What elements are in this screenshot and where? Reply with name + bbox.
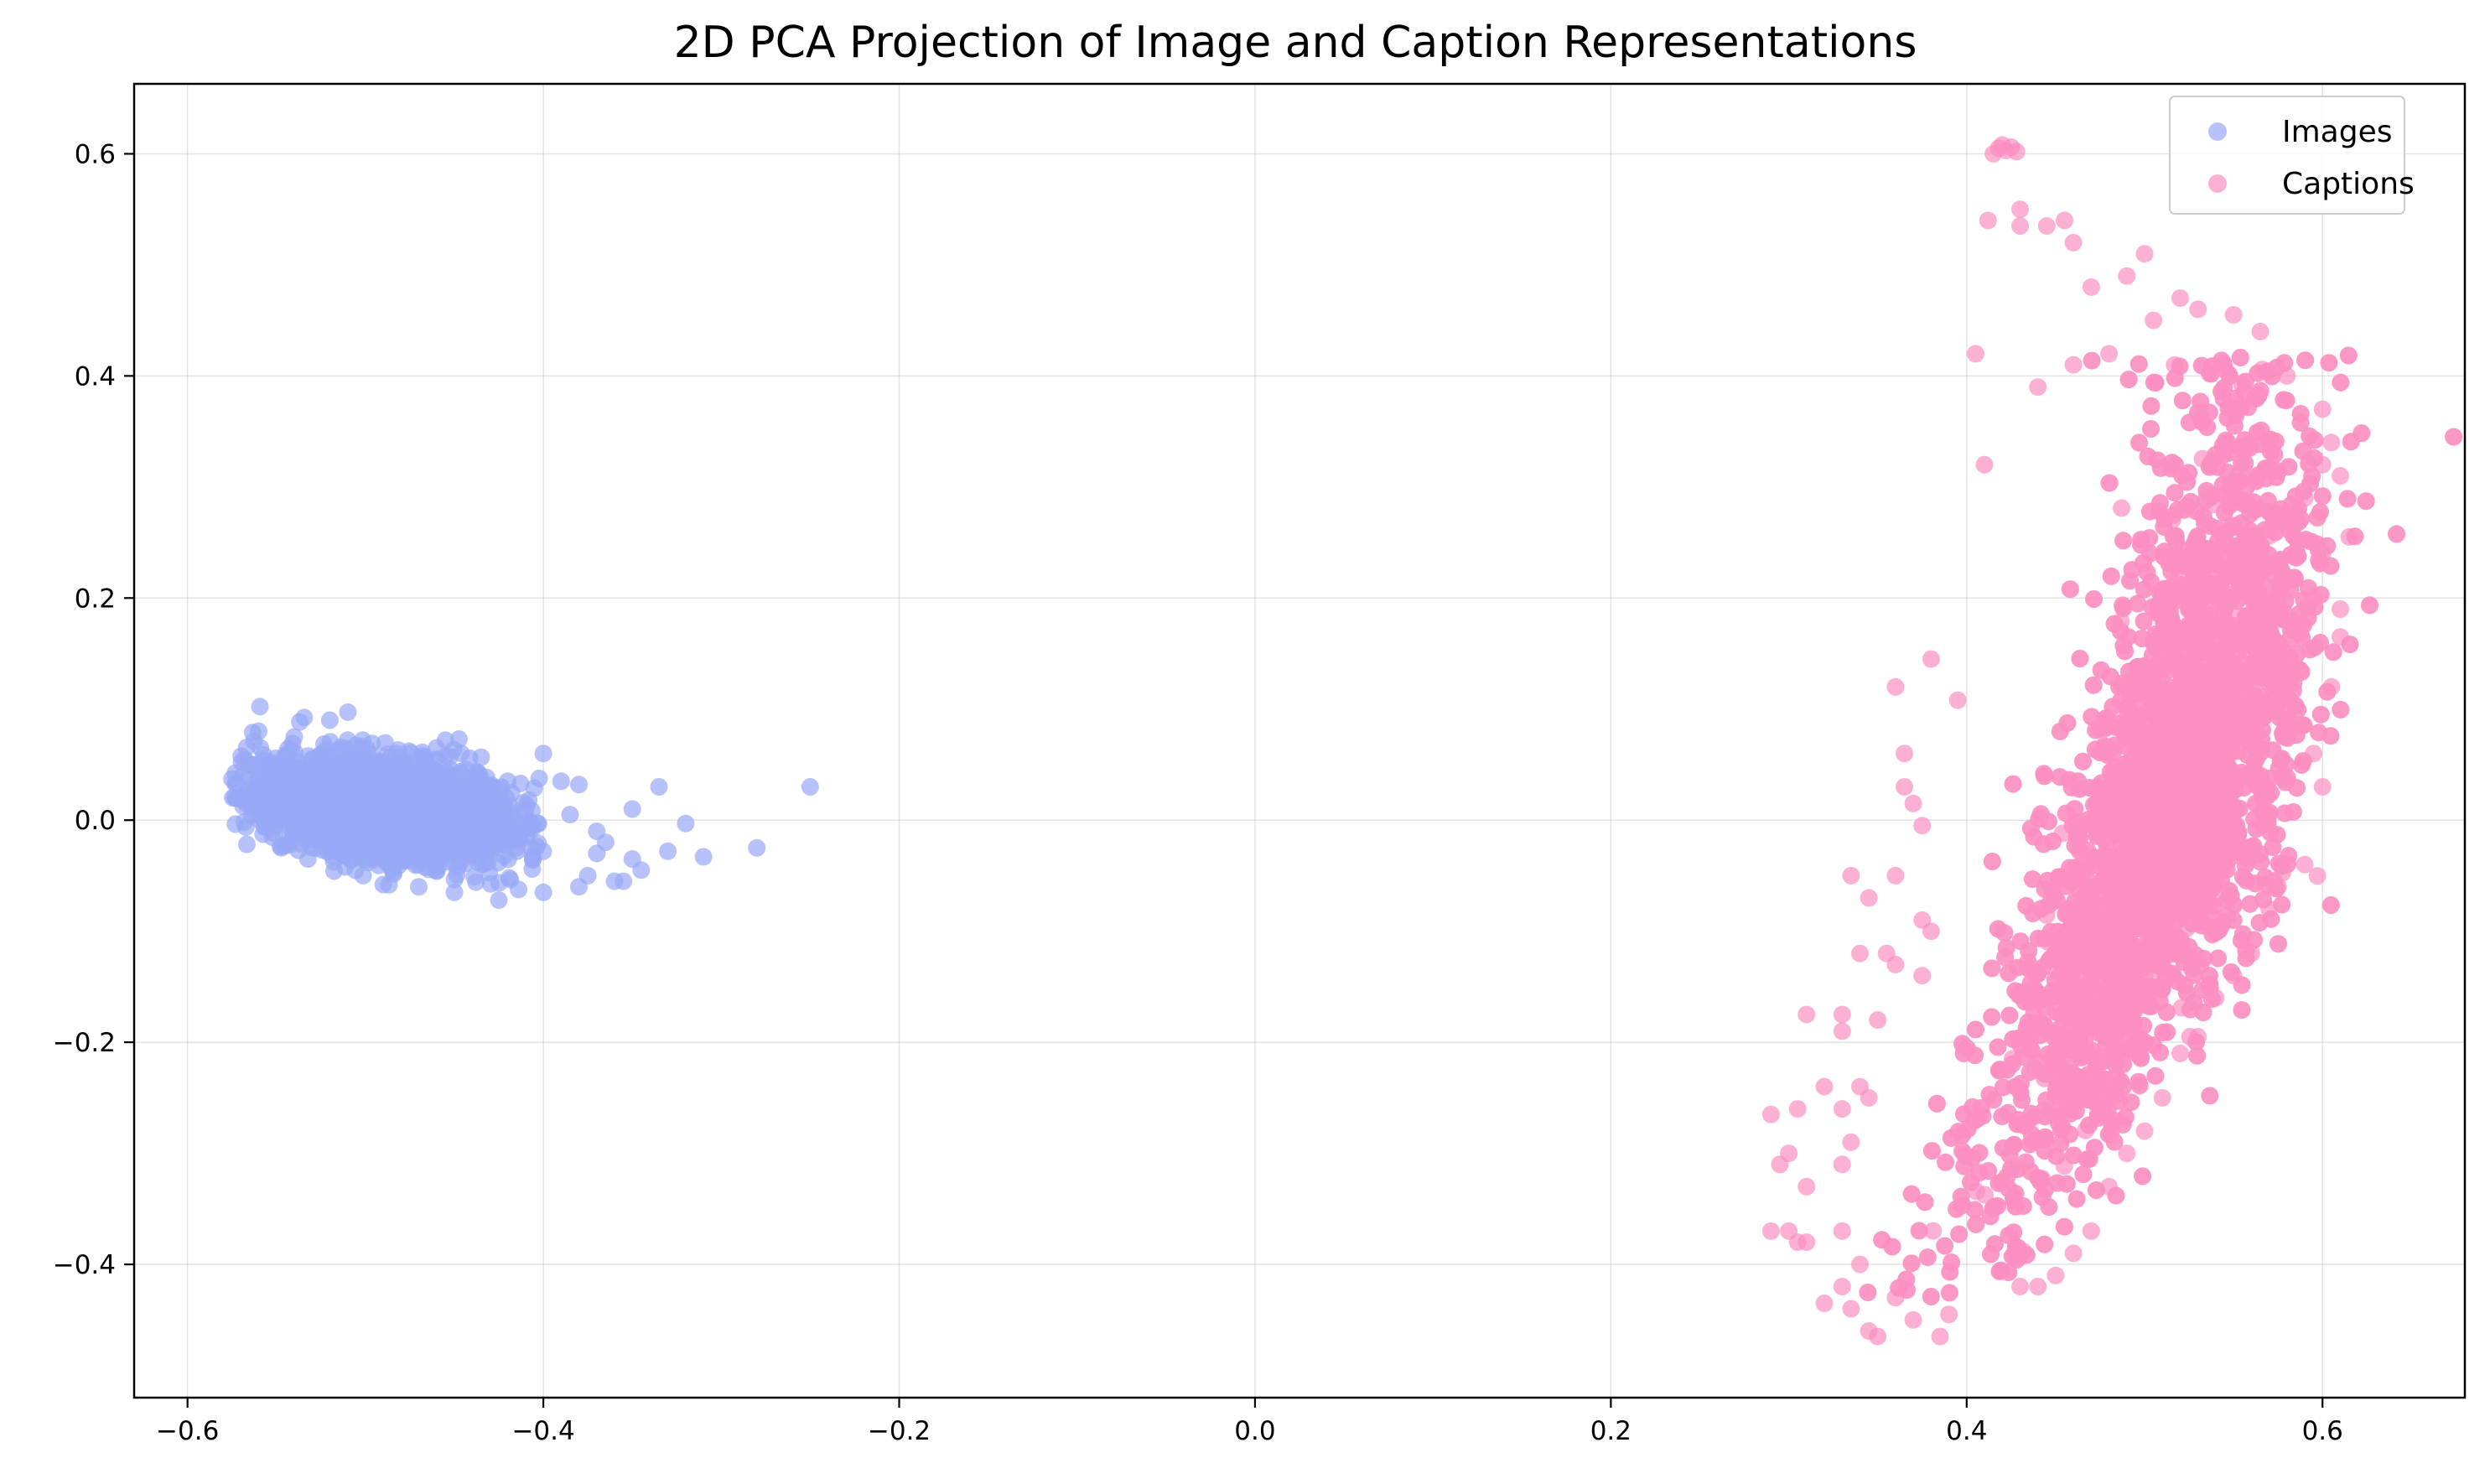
- scatter-point: [395, 817, 413, 835]
- scatter-point: [419, 786, 438, 804]
- scatter-point: [588, 844, 606, 863]
- scatter-point: [374, 875, 392, 894]
- scatter-point: [523, 860, 542, 878]
- scatter-point: [570, 878, 588, 896]
- scatter-point: [650, 778, 668, 796]
- scatter-point: [223, 770, 241, 788]
- scatter-point: [327, 762, 345, 781]
- scatter-point: [623, 850, 641, 869]
- scatter-point: [410, 878, 428, 896]
- scatter-point: [511, 831, 530, 849]
- scatter-point: [312, 750, 330, 769]
- scatter-point: [534, 883, 552, 901]
- scatter-point: [307, 770, 325, 788]
- scatter-point: [428, 739, 446, 757]
- scatter-point: [291, 713, 309, 731]
- scatter-point: [319, 786, 337, 805]
- scatter-point: [2113, 499, 2131, 517]
- scatter-point: [258, 807, 277, 826]
- scatter-point: [501, 870, 520, 889]
- scatter-point: [530, 769, 548, 787]
- scatter-point: [278, 817, 297, 835]
- scatter-point: [445, 883, 464, 901]
- scatter-point: [369, 780, 387, 798]
- scatter-point: [251, 698, 269, 716]
- scatter-point: [237, 835, 256, 854]
- scatter-point: [267, 776, 286, 795]
- scatter-point: [403, 773, 422, 791]
- scatter-point: [433, 834, 451, 853]
- scatter-point: [499, 772, 517, 791]
- scatter-point: [488, 827, 506, 845]
- scatter-points: [223, 136, 2463, 1346]
- scatter-point: [534, 745, 552, 763]
- scatter-point: [239, 781, 257, 800]
- scatter-point: [354, 731, 372, 750]
- scatter-point: [339, 703, 357, 721]
- scatter-point: [299, 814, 318, 833]
- scatter-point: [339, 731, 357, 750]
- scatter-point: [473, 855, 491, 874]
- scatter-point: [486, 810, 505, 828]
- scatter-point: [482, 776, 501, 794]
- scatter-point: [375, 758, 393, 776]
- scatter-point: [236, 818, 255, 836]
- scatter-point: [467, 799, 485, 817]
- scatter-point: [302, 786, 320, 804]
- scatter-point: [561, 806, 579, 824]
- scatter-point: [252, 739, 270, 757]
- scatter-point: [748, 838, 766, 857]
- scatter-point: [659, 842, 677, 860]
- scatter-point: [421, 759, 439, 777]
- scatter-point: [605, 872, 624, 890]
- scatter-point: [377, 802, 396, 821]
- scatter-point: [588, 822, 606, 840]
- scatter-point: [481, 874, 500, 893]
- scatter-point: [315, 829, 334, 848]
- scatter-point: [570, 776, 588, 794]
- series-images: [223, 698, 819, 910]
- scatter-point: [385, 841, 403, 859]
- chart-title: 2D PCA Projection of Image and Caption R…: [674, 18, 1917, 68]
- scatter-point: [428, 852, 446, 870]
- scatter-point: [623, 800, 641, 818]
- scatter-point: [276, 745, 294, 764]
- scatter-point: [452, 745, 470, 762]
- scatter-point: [552, 772, 570, 791]
- scatter-point: [345, 801, 363, 819]
- scatter-point: [285, 728, 303, 746]
- scatter-point: [357, 850, 376, 869]
- scatter-point: [250, 722, 267, 740]
- scatter-point: [241, 755, 259, 774]
- scatter-point: [472, 748, 490, 766]
- scatter-point: [516, 802, 534, 821]
- scatter-point: [489, 854, 507, 872]
- scatter-point: [677, 814, 695, 833]
- scatter-point: [490, 891, 508, 910]
- scatter-point: [360, 814, 378, 833]
- scatter-point: [2129, 355, 2148, 373]
- scatter-point: [392, 788, 409, 807]
- scatter-point: [407, 856, 425, 874]
- scatter-point: [801, 778, 819, 796]
- scatter-point: [475, 838, 493, 857]
- scatter-point: [449, 859, 467, 876]
- scatter-point: [320, 711, 339, 729]
- scatter-point: [694, 848, 713, 866]
- scatter-point: [454, 838, 473, 856]
